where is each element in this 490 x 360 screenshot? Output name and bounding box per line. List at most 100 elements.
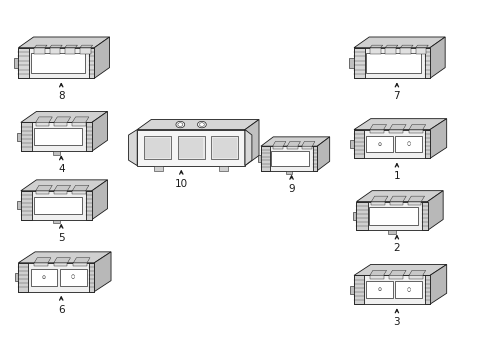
Bar — [271, 151, 309, 166]
Bar — [219, 166, 228, 171]
Polygon shape — [416, 48, 426, 54]
Polygon shape — [21, 112, 107, 122]
Polygon shape — [273, 141, 286, 146]
Polygon shape — [287, 146, 298, 149]
Polygon shape — [80, 45, 93, 48]
Bar — [17, 201, 21, 209]
Bar — [395, 136, 422, 152]
Polygon shape — [137, 120, 259, 130]
Circle shape — [197, 121, 206, 128]
Bar — [17, 133, 21, 141]
Text: 10: 10 — [175, 179, 188, 189]
Polygon shape — [385, 45, 398, 48]
Polygon shape — [19, 263, 94, 292]
Polygon shape — [416, 45, 428, 48]
Polygon shape — [19, 48, 94, 78]
Text: ○: ○ — [71, 275, 75, 280]
Polygon shape — [34, 45, 47, 48]
Polygon shape — [287, 141, 300, 146]
Polygon shape — [19, 263, 28, 292]
Bar — [144, 136, 171, 159]
Polygon shape — [390, 125, 406, 130]
Text: 8: 8 — [58, 91, 65, 101]
Polygon shape — [72, 191, 86, 194]
Bar — [179, 138, 203, 158]
Polygon shape — [318, 137, 330, 171]
Bar — [53, 151, 60, 155]
Bar — [30, 53, 85, 73]
Polygon shape — [390, 270, 406, 275]
Polygon shape — [430, 265, 447, 304]
Polygon shape — [128, 130, 137, 166]
Polygon shape — [54, 117, 71, 122]
Polygon shape — [34, 48, 45, 54]
Polygon shape — [422, 202, 427, 230]
Polygon shape — [400, 45, 413, 48]
Polygon shape — [354, 130, 364, 158]
Polygon shape — [34, 263, 48, 266]
Polygon shape — [21, 122, 32, 151]
Polygon shape — [354, 48, 430, 78]
Bar — [30, 269, 57, 285]
Polygon shape — [36, 185, 52, 191]
Polygon shape — [370, 130, 384, 133]
Polygon shape — [36, 191, 49, 194]
Polygon shape — [409, 275, 423, 279]
Polygon shape — [261, 146, 270, 171]
Polygon shape — [49, 48, 60, 54]
Bar — [60, 269, 87, 285]
Polygon shape — [54, 191, 67, 194]
Polygon shape — [72, 122, 86, 126]
Text: ○: ○ — [407, 141, 411, 147]
Bar — [366, 53, 421, 73]
Polygon shape — [19, 48, 29, 78]
Polygon shape — [72, 185, 89, 191]
Polygon shape — [89, 48, 94, 78]
Text: ○: ○ — [407, 287, 411, 292]
Polygon shape — [245, 130, 252, 166]
Polygon shape — [400, 48, 411, 54]
Bar — [213, 138, 237, 158]
Polygon shape — [49, 45, 62, 48]
Polygon shape — [273, 146, 283, 149]
Polygon shape — [409, 270, 426, 275]
Polygon shape — [72, 117, 89, 122]
Polygon shape — [430, 37, 445, 78]
Polygon shape — [245, 120, 259, 166]
Polygon shape — [390, 275, 403, 279]
Bar — [14, 58, 19, 68]
Polygon shape — [54, 122, 67, 126]
Bar — [15, 273, 19, 281]
Polygon shape — [65, 45, 77, 48]
Polygon shape — [425, 275, 430, 304]
Polygon shape — [54, 258, 71, 263]
Text: 7: 7 — [393, 91, 400, 101]
Bar — [34, 197, 82, 214]
Polygon shape — [92, 112, 107, 151]
Polygon shape — [427, 191, 443, 230]
Polygon shape — [409, 125, 426, 130]
Polygon shape — [302, 141, 315, 146]
Polygon shape — [430, 119, 447, 158]
Polygon shape — [94, 252, 111, 292]
Polygon shape — [54, 185, 71, 191]
Polygon shape — [19, 252, 111, 263]
Polygon shape — [390, 130, 403, 133]
Polygon shape — [390, 196, 406, 202]
Polygon shape — [92, 180, 107, 220]
Polygon shape — [74, 263, 87, 266]
Polygon shape — [261, 137, 330, 146]
Polygon shape — [371, 202, 385, 205]
Polygon shape — [21, 122, 92, 151]
Polygon shape — [313, 146, 318, 171]
Polygon shape — [354, 275, 364, 304]
Bar — [350, 140, 354, 148]
Bar — [389, 230, 395, 234]
Polygon shape — [80, 48, 91, 54]
Polygon shape — [371, 196, 388, 202]
Bar — [353, 212, 357, 220]
Polygon shape — [354, 37, 445, 48]
Polygon shape — [370, 48, 381, 54]
Polygon shape — [21, 191, 92, 220]
Polygon shape — [354, 130, 430, 158]
